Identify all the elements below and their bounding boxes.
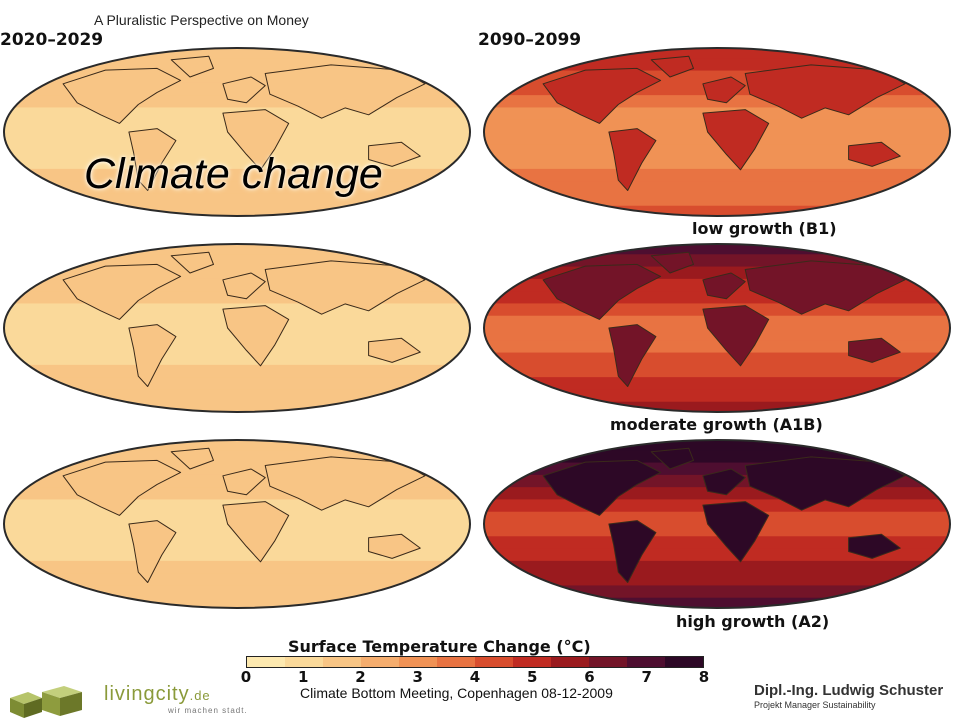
colorbar-tick-label: 7 <box>641 668 652 686</box>
logo-name: livingcity <box>104 683 190 705</box>
colorbar-swatch <box>247 657 285 667</box>
colorbar-swatch <box>627 657 665 667</box>
period-label-far: 2090–2099 <box>478 30 582 50</box>
colorbar-swatch <box>589 657 627 667</box>
temperature-map-low-far <box>483 47 951 217</box>
colorbar-swatch <box>551 657 589 667</box>
event-footer: Climate Bottom Meeting, Copenhagen 08-12… <box>300 685 613 701</box>
colorbar-tick-label: 6 <box>584 668 595 686</box>
colorbar-swatch <box>361 657 399 667</box>
colorbar-tick-label: 3 <box>412 668 423 686</box>
colorbar-swatch <box>285 657 323 667</box>
colorbar-tick-label: 5 <box>527 668 538 686</box>
livingcity-logo-icon <box>10 686 82 718</box>
temperature-map-high-far <box>483 439 951 609</box>
logo-suffix: .de <box>189 688 211 703</box>
colorbar-swatch <box>323 657 361 667</box>
colorbar-tick-label: 1 <box>298 668 309 686</box>
presentation-header: A Pluralistic Perspective on Money <box>94 12 309 28</box>
colorbar-swatch <box>475 657 513 667</box>
author-role: Projekt Manager Sustainability <box>754 700 876 710</box>
legend-title: Surface Temperature Change (°C) <box>288 637 591 656</box>
slide-title: Climate change <box>84 150 383 198</box>
temperature-map-moderate-far <box>483 243 951 413</box>
colorbar-swatch <box>399 657 437 667</box>
temperature-map-high-near <box>3 439 471 609</box>
author-name: Dipl.-Ing. Ludwig Schuster <box>754 682 944 699</box>
scenario-label-high: high growth (A2) <box>676 612 830 631</box>
colorbar-swatch <box>665 657 703 667</box>
logo-tagline: wir machen stadt. <box>168 706 248 715</box>
temperature-colorbar <box>246 656 704 668</box>
colorbar-swatch <box>513 657 551 667</box>
livingcity-logo: livingcity.de <box>104 683 211 706</box>
colorbar-swatch <box>437 657 475 667</box>
colorbar-ticks: 0 1 2 3 4 5 6 7 8 <box>241 668 709 688</box>
colorbar-tick-label: 8 <box>698 668 710 686</box>
temperature-map-moderate-near <box>3 243 471 413</box>
colorbar-tick-label: 4 <box>469 668 481 686</box>
colorbar-tick-label: 2 <box>355 668 366 686</box>
scenario-label-low: low growth (B1) <box>692 219 837 238</box>
colorbar-tick-label: 0 <box>240 668 252 686</box>
period-label-near: 2020–2029 <box>0 30 104 50</box>
scenario-label-moderate: moderate growth (A1B) <box>610 415 823 434</box>
temperature-map-low-near <box>3 47 471 217</box>
